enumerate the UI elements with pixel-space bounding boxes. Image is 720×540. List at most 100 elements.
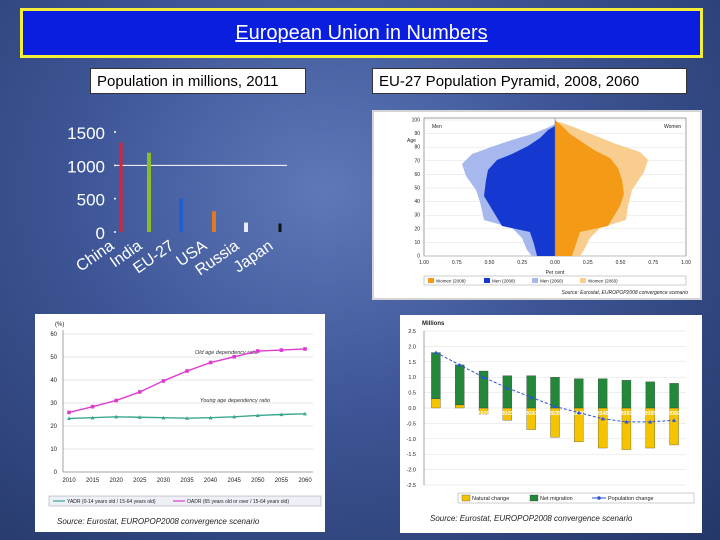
mig-y-tick: -1.0 (407, 437, 416, 443)
population-change-point (648, 419, 653, 424)
dependency-percent-label: (%) (55, 322, 64, 328)
mig-x-tick: 2010 (430, 411, 442, 417)
pyramid-y-tick: 60 (414, 172, 420, 178)
dep-x-tick: 2055 (275, 478, 289, 484)
pyramid-x-tick: 0.75 (648, 260, 658, 266)
mig-y-tick: 0.0 (408, 406, 416, 412)
mig-y-tick: -1.5 (407, 452, 416, 458)
pyramid-x-tick: 0.50 (485, 260, 495, 266)
mig-x-tick: 2055 (644, 411, 656, 417)
net-migration-bar (550, 377, 560, 409)
pyramid-x-tick: 0.25 (517, 260, 527, 266)
pyramid-legend-men-2060: Men (2060) (540, 279, 564, 284)
pop-bar-russia (244, 222, 248, 232)
pyramid-y-tick: 80 (414, 145, 420, 151)
mig-x-tick: 2045 (597, 411, 609, 417)
old-age-ratio-point (185, 369, 189, 373)
pyramid-legend-women-2008: Women (2008) (436, 279, 466, 284)
population-change-point (529, 395, 534, 399)
population-change-point (576, 410, 581, 415)
pop-y-tick: 0 (96, 224, 105, 243)
dep-x-tick: 2035 (180, 478, 194, 484)
pop-y-tick-mark (114, 131, 116, 133)
migration-panel: Millions Natural change Net migration Po… (400, 315, 702, 533)
pyramid-legend (423, 275, 687, 286)
dep-x-tick: 2020 (110, 478, 124, 484)
old-age-ratio-point (138, 390, 142, 394)
old-age-ratio-point (114, 398, 118, 403)
natural-change-bar (431, 398, 441, 409)
pyramid-y-tick: 100 (412, 118, 421, 124)
mig-y-tick: 2.5 (408, 329, 416, 335)
mig-x-tick: 2035 (549, 411, 561, 417)
young-age-ratio-point (279, 412, 284, 417)
pop-bar-china (119, 142, 123, 232)
pyramid-y-tick: 90 (414, 131, 420, 137)
pyramid-legend-women-2060: Women (2060) (588, 279, 618, 284)
pyramid-y-tick: 0 (417, 254, 420, 260)
pyramid-subtitle: EU-27 Population Pyramid, 2008, 2060 (372, 68, 687, 94)
pyramid-y-tick: 10 (414, 240, 420, 246)
pyramid-men-2008 (484, 126, 555, 256)
net-migration-bar (621, 380, 632, 409)
pop-bar-japan (278, 223, 282, 232)
old-age-ratio-point (208, 360, 213, 365)
pyramid-x-tick: 1.00 (419, 260, 429, 266)
dep-x-tick: 2060 (298, 478, 312, 484)
mig-y-tick: 1.5 (408, 360, 416, 366)
pyramid-y-tick: 50 (414, 186, 420, 192)
population-change-point (553, 404, 557, 409)
dep-x-tick: 2040 (204, 478, 218, 484)
old-age-ratio-point (232, 354, 236, 359)
natural-change-bar (455, 404, 465, 409)
pop-bar-india (147, 152, 151, 232)
pop-y-tick-mark (114, 197, 116, 200)
dep-x-tick: 2010 (62, 478, 76, 484)
mig-x-tick: 2025 (501, 411, 513, 417)
pop-bar-usa (212, 211, 216, 232)
pyramid-age-label: Age (407, 138, 416, 144)
pyramid-panel: Men Women Age 100 90 80 70 60 50 40 30 20 10 0 1.0… (372, 110, 702, 300)
pop-y-tick-mark (114, 231, 116, 233)
young-age-ratio-point (90, 415, 95, 420)
net-migration-bar (574, 378, 584, 409)
mig-y-tick: -2.5 (407, 483, 416, 489)
net-migration-bar (478, 370, 489, 409)
net-migration-bar (597, 378, 608, 409)
pyramid-x-tick: 1.00 (681, 260, 691, 266)
dep-y-tick: 10 (50, 447, 57, 453)
population-bar-chart: 050010001500ChinaIndiaEU-27USARussiaJapa… (67, 124, 287, 279)
population-change-point (672, 418, 677, 422)
young-age-ratio-point (161, 415, 166, 420)
dep-x-tick: 2050 (251, 478, 265, 484)
population-change-point (481, 375, 486, 379)
net-migration-bar (645, 381, 655, 409)
dep-y-tick: 50 (50, 355, 57, 361)
young-age-ratio-point (185, 416, 189, 420)
old-age-ratio-label: Old age dependency ratio (195, 350, 258, 356)
population-change-chart: Millions Natural change Net migration Po… (407, 321, 695, 523)
dep-x-tick: 2045 (228, 478, 242, 484)
dependency-ratio-chart: (%) Old age dependency ratio Young age d… (48, 322, 322, 526)
migration-legend-net: Net migration (540, 496, 573, 502)
pyramid-women-label: Women (664, 124, 681, 130)
pyramid-y-tick: 30 (414, 213, 420, 219)
pyramid-x-tick: 0.25 (583, 260, 593, 266)
pyramid-y-tick: 70 (414, 158, 420, 164)
old-age-ratio-point (90, 404, 95, 409)
young-age-ratio-point (137, 415, 142, 419)
slide-title: European Union in Numbers (235, 21, 488, 44)
pyramid-x-tick: 0.75 (452, 260, 462, 266)
migration-legend-pop: Population change (608, 496, 654, 502)
old-age-ratio-point (279, 348, 284, 352)
mig-y-tick: 1.0 (408, 375, 416, 381)
young-age-ratio-label: Young age dependency ratio (200, 398, 270, 404)
dependency-legend-young: YADR (0-14 years old / 15-64 years old) (67, 499, 156, 505)
net-migration-bar (455, 364, 465, 406)
net-migration-bar (669, 383, 679, 409)
pop-y-tick: 500 (77, 191, 105, 210)
dependency-source: Source: Eurostat, EUROPOP2008 convergenc… (57, 517, 260, 526)
dep-y-tick: 60 (50, 332, 57, 338)
young-age-ratio-point (255, 413, 260, 418)
population-subtitle: Population in millions, 2011 (90, 68, 306, 94)
